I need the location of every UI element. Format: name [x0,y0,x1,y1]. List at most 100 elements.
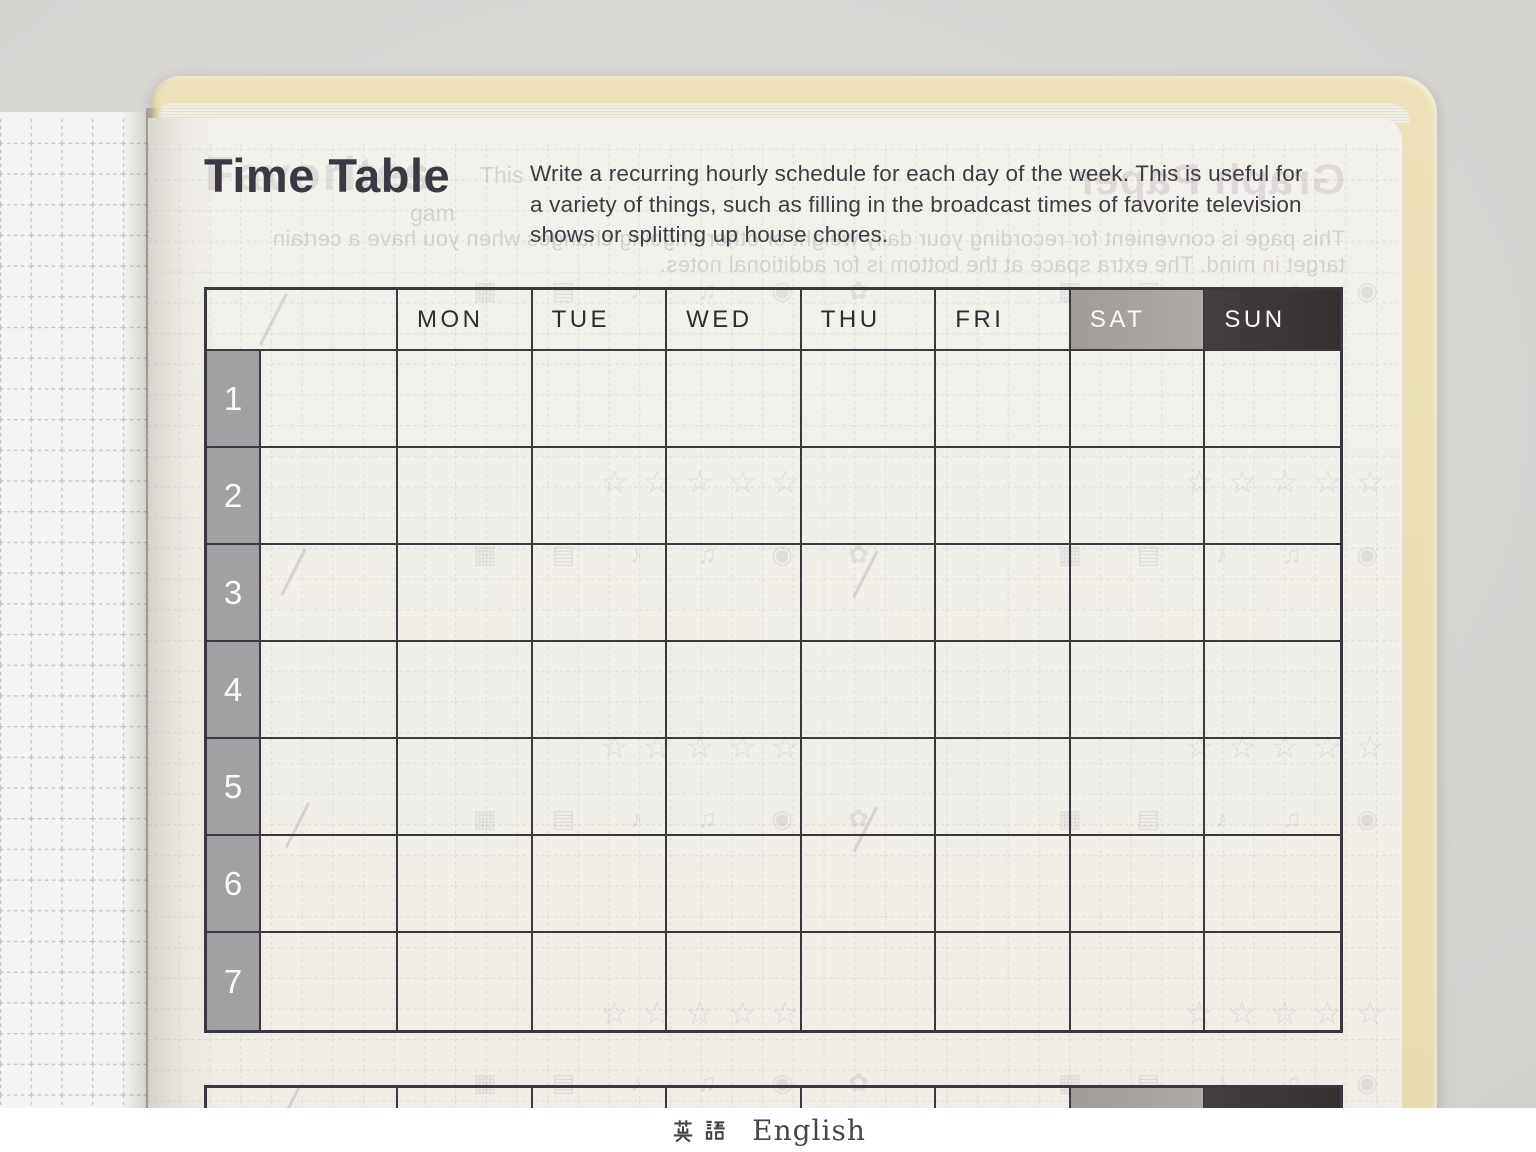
timetable-cell [398,836,533,933]
day-label-en: MON [417,305,484,333]
timetable-cell [802,933,937,1030]
timetable-cell [398,642,533,739]
hour-number: 6 [207,836,261,931]
timetable-cell [398,351,533,448]
timetable-cell [1205,933,1340,1030]
ghost-icon-row: ▦ ▤ ♪ ♫ ◉ ✿ [1058,541,1402,569]
day-label-en: SUN [1224,305,1286,333]
timetable-cell [1205,642,1340,739]
timetable-cell [936,933,1071,1030]
ghost-mirrored-line: target in mind. The extra space at the b… [659,252,1345,277]
hour-row-label-cell: 4 [207,642,398,739]
timetable-cell [532,351,668,448]
left-page-grid-paper [0,112,148,1108]
timetable-cell [667,545,802,642]
timetable-cell [398,448,533,545]
timetable-cell [398,545,533,642]
day-header-thu [802,1088,937,1108]
hour-number: 2 [207,448,261,543]
timetable-cell [1071,933,1206,1030]
day-label-en: THU [820,305,881,333]
timetable-cell [1205,739,1340,836]
day-header-fri: FRI [936,290,1071,351]
ghost-icon-row: ▦ ▤ ♪ ♫ ◉ ✿ [1058,805,1402,833]
timetable-cell [532,836,668,933]
ghost-icon-row: ▦ ▤ ♪ ♫ ◉ ✿ [473,277,893,305]
day-label-en: WED [686,305,753,333]
timetable-cell [1070,836,1206,933]
caption-bar: English [0,1108,1536,1152]
hour-row-label-cell: 1 [207,351,398,448]
day-header-sat: SAT [1070,290,1206,351]
timetable-corner-cell [207,290,398,351]
day-header-sun: SUN [1205,290,1340,351]
timetable-cell [533,933,668,1030]
hour-number: 1 [207,351,261,446]
page-description: Write a recurring hourly schedule for ea… [530,161,1303,247]
timetable-cell [801,739,937,836]
timetable-cell [1070,642,1206,739]
timetable-cell [532,642,668,739]
day-header-tue: TUE [532,290,668,351]
day-label-en: FRI [955,305,1005,333]
day-header-mon [398,1088,533,1108]
timetable-cell [667,448,802,545]
ghost-icon-row: ▦ ▤ ♪ ♫ ◉ ✿ [473,541,893,569]
timetable-cell [801,448,937,545]
timetable-cell [936,545,1071,642]
ghost-star-row: ☆☆☆☆☆ [600,995,814,1031]
timetable-corner-cell [207,1088,398,1108]
timetable-cell [936,739,1071,836]
hour-row-label-cell: 2 [207,448,398,545]
timetable-cell [398,739,533,836]
ghost-star-row: ☆☆☆☆☆ [1185,729,1399,765]
hour-number: 5 [207,739,261,834]
timetable-cell [1070,448,1206,545]
timetable-cell [667,739,802,836]
timetable-cell [1070,739,1206,836]
day-header-wed [667,1088,802,1108]
hour-row-label-cell: 3 [207,545,398,642]
ghost-star-row: ☆☆☆☆☆ [600,729,814,765]
timetable-cell [667,836,802,933]
timetable-cell [667,351,802,448]
time-table-page: Favorites This gam Graph Paper This page… [148,118,1402,1108]
ghost-icon-row: ▦ ▤ ♪ ♫ ◉ ✿ [473,1069,893,1097]
ghost-favorites-title: Favorites [205,147,432,200]
timetable-cell [936,351,1071,448]
timetable-cell [398,933,533,1030]
hour-row-label-cell: 7 [207,933,398,1030]
ghost-text-fragment: This [480,162,524,188]
hour-number: 3 [207,545,261,640]
ghost-star-row: ☆☆☆☆☆ [1185,995,1399,1031]
timetable-cell [1205,351,1340,448]
timetable-cell [801,836,937,933]
left-page-grid-pattern [0,118,148,1108]
timetable-cell [667,642,802,739]
hour-number: 7 [207,933,261,1030]
timetable-cell [667,933,802,1030]
day-header-tue [533,1088,668,1108]
timetable-cell [801,351,937,448]
timetable-cell [936,836,1071,933]
timetable: MON TUE WED THU FRI SAT SUN 1 2 3 4 5 6 7 [204,287,1343,1033]
day-label-en: TUE [551,305,611,333]
day-label-en: SAT [1089,305,1146,333]
day-header-fri [936,1088,1071,1108]
ghost-text-fragment: gam [410,200,455,226]
timetable-cell [532,448,668,545]
hour-row-label-cell: 5 [207,739,398,836]
hour-row-label-cell: 6 [207,836,398,933]
timetable-cell [532,739,668,836]
timetable-cell [1070,545,1206,642]
timetable-cell [936,642,1071,739]
timetable-cell [936,448,1071,545]
day-header-mon: MON [398,290,533,351]
ghost-star-row: ☆☆☆☆☆ [1185,464,1399,500]
timetable-cell [1205,448,1340,545]
timetable-cell [1070,351,1206,448]
caption-english: English [752,1113,866,1147]
day-header-thu: THU [801,290,937,351]
timetable-cell [1205,836,1340,933]
page-title: Time Table [204,149,451,202]
